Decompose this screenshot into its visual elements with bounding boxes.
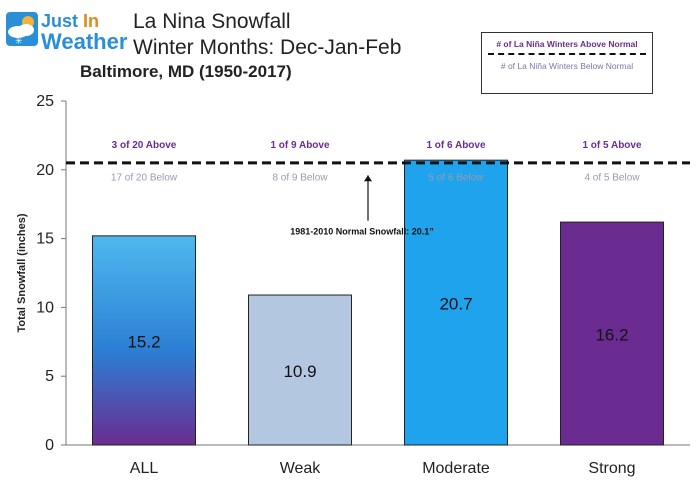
y-tick-label: 15 — [36, 231, 54, 248]
above-count-label: 1 of 6 Above — [426, 140, 486, 151]
above-count-label: 3 of 20 Above — [112, 140, 177, 151]
bar-all — [92, 235, 196, 446]
y-tick-label: 20 — [36, 162, 54, 179]
x-category-label: Strong — [588, 460, 635, 477]
x-category-label: Weak — [280, 460, 322, 477]
below-count-label: 5 of 6 Below — [428, 173, 484, 184]
y-axis-label: Total Snowfall (inches) — [16, 213, 28, 332]
bar-strong — [560, 221, 664, 446]
legend-box: # of La Niña Winters Above Normal # of L… — [481, 32, 653, 94]
normal-snowfall-annotation: 1981-2010 Normal Snowfall: 20.1” — [290, 227, 434, 237]
below-count-label: 17 of 20 Below — [111, 173, 178, 184]
y-tick-label: 25 — [36, 93, 54, 110]
bar-value-label: 20.7 — [439, 295, 472, 314]
chart-subtitle: Winter Months: Dec-Jan-Feb — [133, 36, 402, 59]
y-tick-label: 0 — [45, 437, 54, 454]
below-count-label: 4 of 5 Below — [584, 173, 640, 184]
y-tick-label: 10 — [36, 299, 54, 316]
weather-cloud-icon: ✳ — [6, 12, 38, 47]
x-category-label: ALL — [130, 460, 159, 477]
below-count-label: 8 of 9 Below — [272, 173, 328, 184]
bar-moderate — [404, 159, 508, 446]
just-in-weather-logo: ✳ Just In Weather — [4, 6, 128, 56]
bar-value-label: 10.9 — [283, 362, 316, 381]
x-category-label: Moderate — [422, 460, 490, 477]
above-count-label: 1 of 5 Above — [582, 140, 642, 151]
bar-value-label: 16.2 — [595, 326, 628, 345]
logo-just-in: Just In — [41, 11, 100, 31]
legend-below-label: # of La Niña Winters Below Normal — [500, 61, 634, 71]
bar-value-label: 15.2 — [127, 332, 160, 351]
logo-weather: Weather — [41, 29, 128, 54]
annotation-arrow-head — [364, 175, 372, 182]
y-tick-label: 5 — [45, 368, 54, 385]
chart-title: La Nina Snowfall — [133, 10, 291, 33]
legend-above-label: # of La Niña Winters Above Normal — [496, 39, 638, 49]
legend-dashed-line — [488, 53, 646, 55]
bar-weak — [248, 294, 352, 446]
svg-text:✳: ✳ — [15, 37, 23, 47]
chart-location: Baltimore, MD (1950-2017) — [80, 62, 292, 81]
above-count-label: 1 of 9 Above — [270, 140, 330, 151]
